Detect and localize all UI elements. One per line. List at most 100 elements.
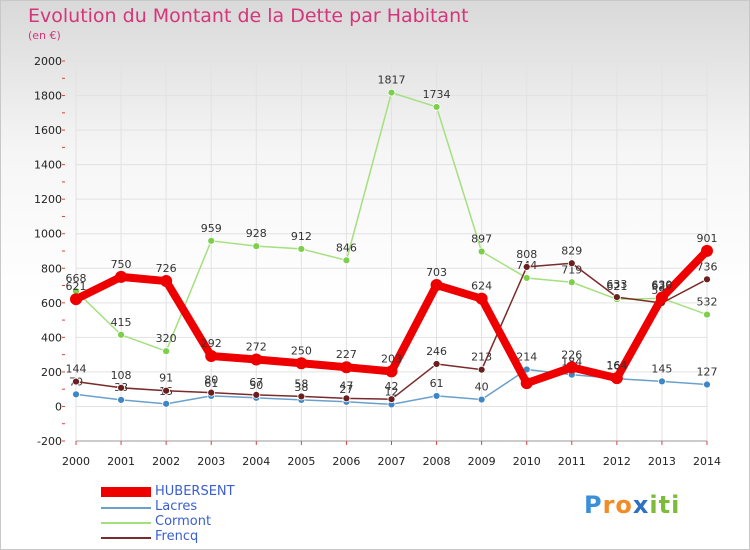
data-label-frencq: 144 <box>66 363 87 376</box>
point-lacres <box>72 390 80 399</box>
point-lacres <box>658 377 666 386</box>
x-tick-label: 2008 <box>423 455 451 468</box>
x-tick-label: 2014 <box>693 455 721 468</box>
x-tick-label: 2011 <box>558 455 586 468</box>
data-label-lacres: 27 <box>339 383 353 396</box>
data-label-hubersent: 272 <box>246 340 267 353</box>
data-label-frencq: 736 <box>697 260 718 273</box>
point-hubersent <box>160 275 173 288</box>
y-tick-label: 1000 <box>34 228 62 241</box>
y-tick-label: 1400 <box>34 159 62 172</box>
data-label-hubersent: 250 <box>291 344 312 357</box>
chart-subtitle: (en €) <box>28 29 61 42</box>
point-lacres <box>703 380 711 389</box>
data-label-cormont: 928 <box>246 227 267 240</box>
data-label-cormont: 621 <box>606 280 627 293</box>
data-label-cormont: 959 <box>201 222 222 235</box>
y-tick-label: 400 <box>41 331 62 344</box>
data-label-cormont: 897 <box>471 233 492 246</box>
data-label-cormont: 1817 <box>378 74 406 87</box>
data-label-lacres: 61 <box>204 377 218 390</box>
point-frencq <box>522 262 531 271</box>
chart-title: Evolution du Montant de la Dette par Hab… <box>28 5 469 27</box>
point-hubersent <box>70 293 82 306</box>
data-label-hubersent: 726 <box>156 262 177 275</box>
data-label-frencq: 246 <box>426 345 447 358</box>
point-cormont <box>342 256 351 265</box>
data-label-lacres: 50 <box>249 379 263 392</box>
legend-label-frencq: Frencq <box>155 529 199 544</box>
legend-swatch-cormont <box>101 522 151 524</box>
point-frencq <box>72 377 80 386</box>
point-cormont <box>252 242 261 251</box>
point-frencq <box>703 275 711 284</box>
data-label-cormont: 532 <box>697 296 718 309</box>
point-hubersent <box>250 353 263 366</box>
legend-label-hubersent: HUBERSENT <box>155 484 235 499</box>
data-label-frencq: 808 <box>516 248 537 261</box>
data-label-cormont: 912 <box>291 230 312 243</box>
y-tick-label: -200 <box>37 435 62 448</box>
data-label-hubersent: 750 <box>111 258 132 271</box>
point-hubersent <box>565 361 578 374</box>
data-label-frencq: 58 <box>294 377 308 390</box>
y-tick-label: 600 <box>41 297 62 310</box>
point-frencq <box>432 360 441 368</box>
x-tick-label: 2000 <box>62 455 90 468</box>
point-frencq <box>477 365 486 374</box>
data-label-hubersent: 621 <box>66 280 87 293</box>
point-lacres <box>117 395 125 404</box>
point-hubersent <box>295 357 308 370</box>
point-lacres <box>162 399 171 408</box>
y-tick-label: 1200 <box>34 193 62 206</box>
data-label-hubersent: 703 <box>426 266 447 279</box>
point-hubersent <box>115 270 128 283</box>
point-hubersent <box>610 372 623 385</box>
point-hubersent <box>430 279 443 292</box>
point-frencq <box>252 390 261 399</box>
point-cormont <box>477 247 486 256</box>
y-tick-label: 1600 <box>34 124 62 137</box>
point-cormont <box>297 245 306 253</box>
data-label-lacres: 127 <box>697 366 718 379</box>
data-label-cormont: 1734 <box>423 88 451 101</box>
point-cormont <box>522 274 531 282</box>
point-cormont <box>162 347 171 356</box>
x-tick-label: 2006 <box>332 455 360 468</box>
point-cormont <box>387 88 396 97</box>
data-label-hubersent: 226 <box>561 348 582 361</box>
y-tick-label: 800 <box>41 262 62 275</box>
x-tick-label: 2013 <box>648 455 676 468</box>
x-tick-label: 2004 <box>242 455 270 468</box>
data-label-lacres: 145 <box>651 362 672 375</box>
data-label-hubersent: 292 <box>201 337 222 350</box>
legend-swatch-lacres <box>101 507 151 509</box>
legend-label-cormont: Cormont <box>155 514 212 529</box>
data-label-lacres: 214 <box>516 350 537 363</box>
data-label-frencq: 213 <box>471 351 492 364</box>
data-label-frencq: 829 <box>561 244 582 257</box>
y-tick-label: 0 <box>55 400 62 413</box>
point-frencq <box>342 394 351 403</box>
x-tick-label: 2005 <box>287 455 315 468</box>
x-tick-label: 2002 <box>152 455 180 468</box>
point-hubersent <box>701 244 713 257</box>
point-lacres <box>432 392 441 400</box>
data-label-frencq: 67 <box>249 376 263 389</box>
data-label-lacres: 38 <box>294 381 308 394</box>
data-label-hubersent: 901 <box>697 232 718 245</box>
point-frencq <box>387 395 396 404</box>
point-hubersent <box>475 292 488 305</box>
data-label-hubersent: 203 <box>381 352 402 365</box>
data-label-cormont: 320 <box>156 332 177 345</box>
point-lacres <box>477 395 486 404</box>
data-label-cormont: 415 <box>111 316 132 329</box>
x-tick-label: 2003 <box>197 455 225 468</box>
data-label-cormont: 846 <box>336 241 357 254</box>
point-hubersent <box>520 377 533 390</box>
y-tick-label: 2000 <box>34 55 62 68</box>
x-tick-label: 2001 <box>107 455 135 468</box>
y-tick-label: 200 <box>41 366 62 379</box>
